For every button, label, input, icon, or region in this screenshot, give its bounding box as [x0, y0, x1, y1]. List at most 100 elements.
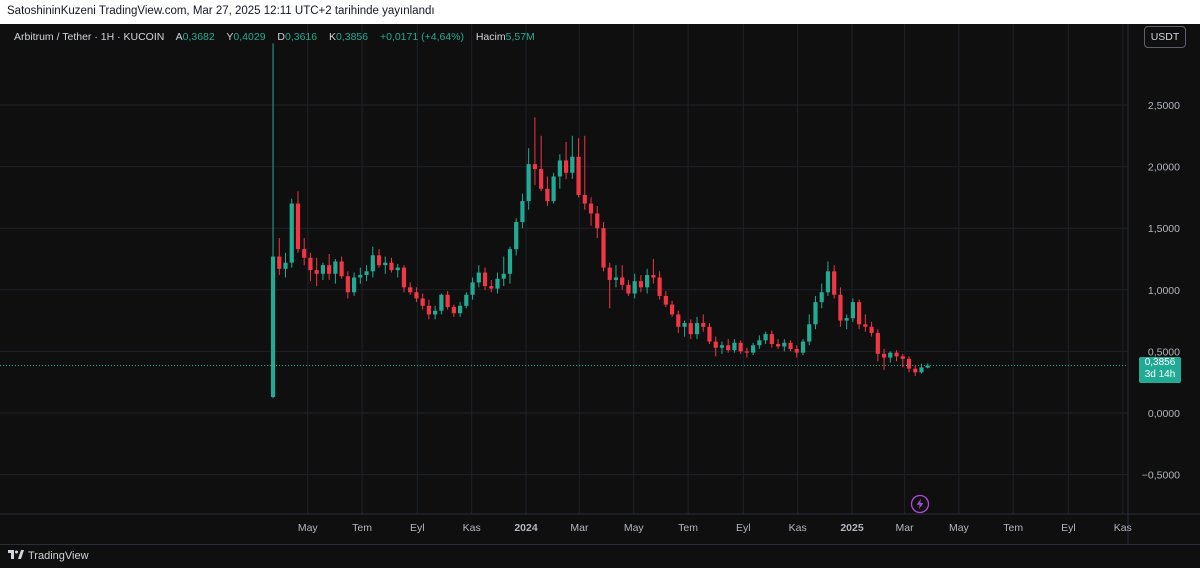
- time-axis-label: Tem: [1003, 522, 1023, 534]
- candle: [327, 254, 332, 280]
- candle: [495, 272, 500, 294]
- time-axis-label: Kas: [463, 522, 481, 534]
- candle: [464, 292, 469, 309]
- current-price-tag: 0,3856 3d 14h: [1139, 357, 1181, 384]
- time-axis-label: Tem: [678, 522, 698, 534]
- candle-body: [763, 334, 768, 341]
- time-axis-label: Mar: [896, 522, 915, 534]
- candle: [595, 206, 600, 239]
- candle: [844, 314, 849, 330]
- candle: [900, 353, 905, 368]
- price-axis: 2,5000 2,0000 1,5000 1,0000 0,5000 0,0000 −0,5…: [1142, 100, 1180, 482]
- candle-body: [364, 271, 369, 276]
- candle-body: [464, 294, 469, 306]
- time-axis-label: Tem: [352, 522, 372, 534]
- candle-body: [351, 277, 357, 293]
- candle-body: [651, 275, 656, 278]
- candle-body: [713, 341, 718, 348]
- candle-body: [588, 203, 594, 214]
- time-axis-label: May: [624, 522, 645, 534]
- currency-button[interactable]: USDT: [1144, 26, 1186, 48]
- candle-body: [551, 176, 556, 202]
- candle-body: [445, 294, 450, 308]
- candle-body: [645, 275, 650, 288]
- close-label: K: [328, 31, 336, 43]
- candle-body: [526, 164, 531, 202]
- time-axis-label: Eyl: [1061, 522, 1076, 534]
- tradingview-brand[interactable]: TradingView: [8, 550, 89, 562]
- candle-body: [370, 255, 375, 272]
- candle-body: [832, 271, 837, 295]
- candle: [769, 330, 774, 348]
- candle-body: [277, 256, 282, 269]
- candle-body: [539, 169, 544, 189]
- price-axis-label: 1,5000: [1148, 223, 1180, 235]
- time-axis-label: May: [949, 522, 970, 534]
- candle: [364, 265, 369, 282]
- candle-body: [607, 267, 612, 280]
- candle-body: [295, 203, 301, 250]
- symbol-legend: Arbitrum / Tether · 1H · KUCOIN A0,3682 …: [14, 31, 535, 43]
- candle: [607, 262, 612, 309]
- publication-header: SatoshininKuzeni TradingView.com, Mar 27…: [0, 0, 1200, 24]
- candle-body: [501, 273, 506, 279]
- candle: [669, 300, 675, 317]
- candle: [850, 298, 855, 322]
- candle-body: [439, 294, 444, 311]
- candle-body: [888, 352, 893, 358]
- candle: [620, 265, 625, 290]
- candle-body: [545, 188, 550, 202]
- candle-body: [582, 194, 587, 204]
- candle-body: [595, 213, 600, 229]
- candle-body: [563, 160, 569, 173]
- candle-body: [688, 323, 693, 335]
- candle-body: [844, 318, 849, 321]
- candle-body: [457, 305, 463, 314]
- time-axis-label: Eyl: [736, 522, 751, 534]
- candlestick-chart[interactable]: 2,5000 2,0000 1,5000 1,0000 0,5000 0,0000 −0,5…: [0, 24, 1200, 544]
- candle: [507, 246, 513, 284]
- candle: [857, 299, 862, 330]
- candle-body: [894, 352, 899, 357]
- chart-area[interactable]: 2,5000 2,0000 1,5000 1,0000 0,5000 0,0000 −0,5…: [0, 24, 1200, 544]
- candle-body: [794, 348, 799, 353]
- candle-body: [676, 314, 681, 327]
- candle-body: [838, 294, 843, 321]
- candle: [713, 336, 718, 357]
- candle: [832, 265, 837, 299]
- candle: [588, 197, 594, 226]
- candle: [470, 277, 475, 300]
- candle: [645, 268, 650, 294]
- candle: [482, 267, 488, 290]
- candle: [520, 193, 525, 229]
- candle-body: [426, 305, 432, 315]
- time-axis-label: 2024: [514, 522, 538, 534]
- candle: [408, 282, 413, 295]
- current-price-value: 0,3856: [1144, 357, 1176, 369]
- candle-body: [470, 282, 475, 295]
- candle-body: [532, 164, 538, 170]
- time-axis-label: Kas: [1114, 522, 1132, 534]
- candle: [383, 256, 388, 274]
- candle: [339, 256, 344, 279]
- candle: [875, 329, 880, 362]
- candle: [451, 304, 456, 317]
- candle: [277, 238, 282, 276]
- candle-body: [657, 277, 662, 296]
- candle-body: [694, 323, 700, 335]
- symbol-name: Arbitrum / Tether · 1H · KUCOIN: [14, 31, 165, 43]
- candle: [888, 351, 893, 363]
- lightning-icon[interactable]: [910, 494, 930, 514]
- candle-body: [732, 342, 737, 351]
- candle: [751, 342, 756, 356]
- candle: [370, 246, 375, 278]
- candle-body: [376, 255, 382, 266]
- candle: [738, 340, 743, 354]
- candle-body: [345, 276, 350, 293]
- candle: [401, 265, 407, 293]
- low-value: 0,3616: [284, 31, 318, 43]
- candle: [813, 295, 818, 330]
- change-value: +0,0171 (+4,64%): [379, 31, 464, 43]
- candle: [782, 339, 787, 352]
- time-axis-label: May: [298, 522, 319, 534]
